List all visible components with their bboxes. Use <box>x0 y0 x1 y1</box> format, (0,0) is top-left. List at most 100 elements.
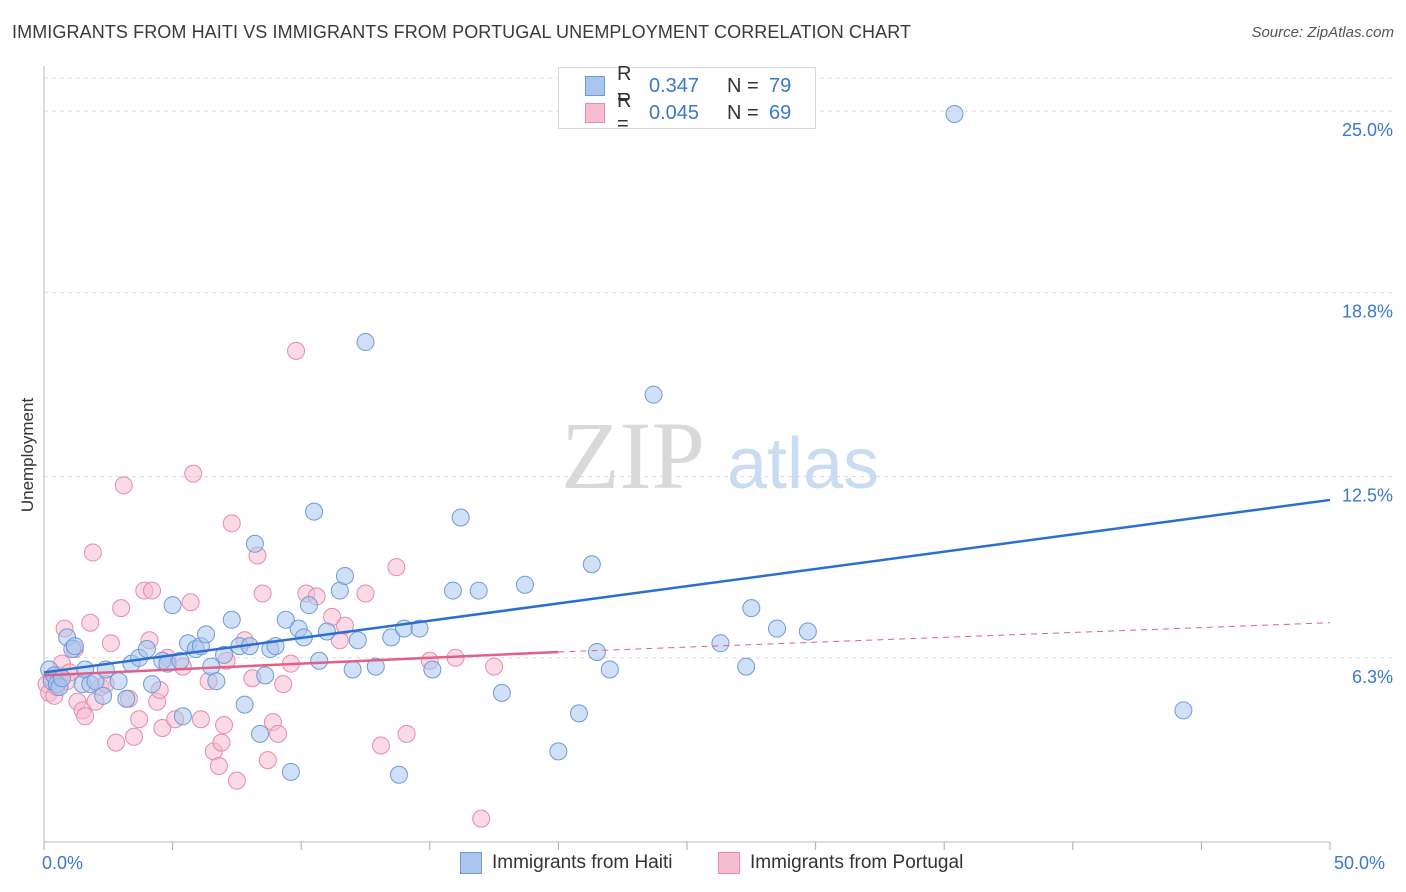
data-point <box>253 584 272 603</box>
data-point <box>258 751 277 770</box>
r-label: R = <box>617 90 632 135</box>
data-point <box>235 695 254 714</box>
data-point <box>317 622 336 641</box>
data-point <box>251 724 270 743</box>
data-point <box>112 599 131 618</box>
data-point <box>181 593 200 612</box>
data-point <box>227 771 246 790</box>
data-point <box>125 727 144 746</box>
data-point <box>215 645 234 664</box>
data-point <box>101 634 120 653</box>
data-point <box>107 733 126 752</box>
legend-item-haiti[interactable]: Immigrants from Haiti <box>460 852 673 874</box>
data-point <box>215 716 234 735</box>
data-point <box>382 628 401 647</box>
data-point <box>287 341 306 360</box>
data-point <box>81 613 100 632</box>
n-value-portugal: 69 <box>769 101 792 124</box>
data-point <box>130 710 149 729</box>
data-point <box>245 534 264 553</box>
y-tick-label: 25.0% <box>1342 120 1393 140</box>
legend-label-haiti: Immigrants from Haiti <box>492 852 673 873</box>
data-point <box>269 724 288 743</box>
series-legend: Immigrants from Haiti Immigrants from Po… <box>0 850 1406 878</box>
portugal-swatch <box>585 103 605 123</box>
r-value-portugal: 0.045 <box>649 101 700 124</box>
axes <box>43 66 1331 850</box>
data-point <box>197 625 216 644</box>
data-point <box>451 508 470 527</box>
data-point <box>53 669 72 688</box>
data-point <box>256 666 275 685</box>
haiti-swatch <box>585 76 605 96</box>
trendline-portugal-extension <box>558 622 1331 653</box>
portugal-points <box>37 341 504 828</box>
legend-label-portugal: Immigrants from Portugal <box>750 852 964 873</box>
data-point <box>397 724 416 743</box>
data-point <box>356 584 375 603</box>
data-point <box>65 637 84 656</box>
haiti-legend-swatch <box>460 852 482 874</box>
data-point <box>582 555 601 574</box>
data-point <box>305 502 324 521</box>
data-point <box>173 707 192 726</box>
data-point <box>587 642 606 661</box>
data-point <box>549 742 568 761</box>
data-point <box>83 543 102 562</box>
data-point <box>600 660 619 679</box>
data-point <box>356 333 375 352</box>
data-point <box>274 675 293 694</box>
legend-row-portugal: R = 0.045 N = 69 <box>559 90 792 135</box>
data-point <box>163 596 182 615</box>
stats-legend: R = 0.347 N = 79 R = 0.045 N = 69 <box>558 63 816 135</box>
data-point <box>94 686 113 705</box>
data-point <box>711 634 730 653</box>
trendline-portugal <box>43 650 559 677</box>
data-point <box>798 622 817 641</box>
data-point <box>281 762 300 781</box>
x-tick-max: 50.0% <box>1334 853 1386 873</box>
chart-title: IMMIGRANTS FROM HAITI VS IMMIGRANTS FROM… <box>12 22 912 42</box>
portugal-legend-swatch <box>718 852 740 874</box>
data-point <box>153 718 172 737</box>
data-point <box>443 581 462 600</box>
y-tick-labels: 6.3% 12.5% 18.8% 25.0% <box>1342 120 1393 687</box>
data-point <box>348 631 367 650</box>
data-point <box>569 704 588 723</box>
data-point <box>191 710 210 729</box>
data-point <box>1174 701 1193 720</box>
trend-lines <box>43 498 1331 677</box>
n-value-haiti: 79 <box>769 74 792 97</box>
data-point <box>423 660 442 679</box>
data-point <box>335 616 354 635</box>
data-point <box>212 733 231 752</box>
data-point <box>945 105 964 124</box>
watermark-atlas: atlas <box>727 424 879 504</box>
data-point <box>742 599 761 618</box>
data-point <box>366 657 385 676</box>
x-tick-min: 0.0% <box>42 853 84 873</box>
data-point <box>335 566 354 585</box>
n-label: N = <box>727 101 759 124</box>
data-point <box>137 640 156 659</box>
source-credit: Source: ZipAtlas.com <box>1251 24 1394 41</box>
data-point <box>469 581 488 600</box>
data-point <box>207 672 226 691</box>
data-point <box>222 610 241 629</box>
data-point <box>768 619 787 638</box>
data-point <box>410 619 429 638</box>
y-tick-label: 12.5% <box>1342 486 1393 506</box>
data-point <box>143 581 162 600</box>
data-point <box>276 610 295 629</box>
data-point <box>310 651 329 670</box>
data-point <box>143 675 162 694</box>
data-point <box>737 657 756 676</box>
data-point <box>644 385 663 404</box>
watermark-zip: ZIP <box>561 402 705 509</box>
legend-item-portugal[interactable]: Immigrants from Portugal <box>718 852 963 874</box>
legend-row-haiti: R = 0.347 N = 79 <box>559 63 792 108</box>
data-point <box>492 683 511 702</box>
data-point <box>387 558 406 577</box>
data-point <box>76 707 95 726</box>
